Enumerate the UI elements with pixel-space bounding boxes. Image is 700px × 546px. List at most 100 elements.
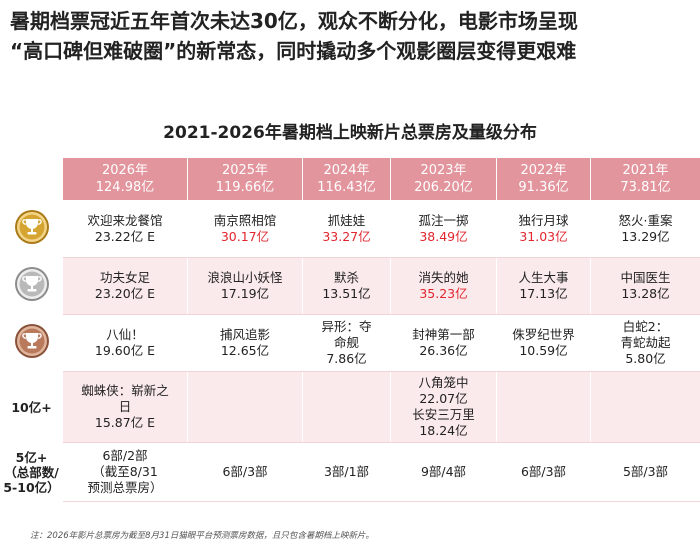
film-cell: 怒火·重案 13.29亿 bbox=[590, 200, 700, 258]
rank-cell bbox=[0, 257, 63, 315]
headline-line-1: 暑期档票冠近五年首次未达30亿，观众不断分化，电影市场呈现 bbox=[10, 9, 578, 33]
film-title: 白蛇2： bbox=[622, 319, 669, 334]
tier-label: 5亿+ （总部数/5-10亿） bbox=[0, 442, 63, 502]
film-title: 侏罗纪世界 bbox=[512, 327, 575, 342]
film-box-office: 7.86亿 bbox=[326, 351, 367, 366]
tier-5-row: 5亿+ （总部数/5-10亿） 6部/2部 （截至8/31 预测总票房） 6部/3部 3部/… bbox=[0, 442, 700, 502]
year-header: 2025年 119.66亿 bbox=[187, 157, 303, 201]
film-title: 消失的她 bbox=[418, 270, 469, 285]
year-header: 2021年 73.81亿 bbox=[590, 157, 700, 201]
film-box-office: 23.20亿 E bbox=[94, 286, 156, 301]
year-label: 2022年 bbox=[520, 163, 567, 178]
year-total: 119.66亿 bbox=[215, 180, 275, 195]
film-title: 青蛇劫起 bbox=[620, 335, 671, 350]
film-title: 抓娃娃 bbox=[327, 213, 366, 228]
film-cell: 中国医生 13.28亿 bbox=[590, 257, 700, 315]
year-header: 2022年 91.36亿 bbox=[496, 157, 591, 201]
tier-cell-line: 5部/3部 bbox=[622, 464, 669, 479]
tier-cell-line: 八角笼中 bbox=[418, 375, 469, 390]
film-title: 异形：夺 bbox=[321, 319, 372, 334]
film-title: 捕风追影 bbox=[219, 327, 270, 342]
tier-label-line: 5亿+ bbox=[15, 449, 48, 465]
film-cell: 人生大事 17.13亿 bbox=[496, 257, 591, 315]
tier-cell bbox=[590, 371, 700, 443]
tier-cell: 6部/3部 bbox=[187, 442, 303, 502]
film-cell: 功夫女足 23.20亿 E bbox=[62, 257, 188, 315]
film-cell: 默杀 13.51亿 bbox=[302, 257, 391, 315]
rank-row-3: 八仙！ 19.60亿 E 捕风追影 12.65亿 异形：夺 命舰 7.86亿 封神第一部 26.… bbox=[0, 314, 700, 372]
tier-cell: 蜘蛛侠：崭新之日 15.87亿 E bbox=[62, 371, 188, 443]
film-cell: 孤注一掷 38.49亿 bbox=[390, 200, 497, 258]
year-label: 2026年 bbox=[101, 163, 149, 178]
film-title: 欢迎来龙餐馆 bbox=[87, 213, 163, 228]
film-cell: 欢迎来龙餐馆 23.22亿 E bbox=[62, 200, 188, 258]
footnote: 注：2026年影片总票房为截至8月31日猫眼平台预测票房数据，且只包含暑期档上映… bbox=[30, 531, 374, 541]
tier-cell: 6部/2部 （截至8/31 预测总票房） bbox=[62, 442, 188, 502]
tier-10-row: 10亿+ 蜘蛛侠：崭新之日 15.87亿 E 八角笼中 22.07亿 长安三万里 18.24… bbox=[0, 371, 700, 443]
film-box-office: 19.60亿 E bbox=[94, 343, 156, 358]
tier-cell-line: 15.87亿 E bbox=[94, 415, 156, 430]
film-title: 独行月球 bbox=[518, 213, 569, 228]
tier-cell: 6部/3部 bbox=[496, 442, 591, 502]
film-title: 怒火·重案 bbox=[618, 213, 673, 228]
film-cell: 白蛇2： 青蛇劫起 5.80亿 bbox=[590, 314, 700, 372]
rank-row-2: 功夫女足 23.20亿 E 浪浪山小妖怪 17.19亿 默杀 13.51亿 消失的她 35.2… bbox=[0, 257, 700, 315]
film-title: 中国医生 bbox=[620, 270, 671, 285]
tier-cell-line: 预测总票房） bbox=[87, 480, 163, 495]
tier-cell bbox=[496, 371, 591, 443]
year-header: 2023年 206.20亿 bbox=[390, 157, 497, 201]
tier-cell-line: 长安三万里 bbox=[412, 407, 475, 422]
year-label: 2021年 bbox=[622, 163, 669, 178]
tier-cell-line: 日 bbox=[118, 399, 132, 414]
film-box-office: 13.29亿 bbox=[621, 229, 670, 244]
header-row: 2026年 124.98亿 2025年 119.66亿 2024年 116.43亿 2023… bbox=[0, 157, 700, 201]
film-box-office: 23.22亿 E bbox=[94, 229, 156, 244]
film-cell: 独行月球 31.03亿 bbox=[496, 200, 591, 258]
corner-cell bbox=[0, 157, 63, 201]
film-box-office: 35.23亿 bbox=[419, 286, 468, 301]
film-box-office: 31.03亿 bbox=[519, 229, 568, 244]
film-box-office: 17.19亿 bbox=[220, 286, 270, 301]
silver-trophy-medal-icon bbox=[14, 266, 50, 302]
film-title: 孤注一掷 bbox=[418, 213, 469, 228]
year-label: 2024年 bbox=[323, 163, 370, 178]
box-office-table: 2026年 124.98亿 2025年 119.66亿 2024年 116.43亿 2023… bbox=[0, 157, 700, 502]
film-cell: 八仙！ 19.60亿 E bbox=[62, 314, 188, 372]
tier-cell: 5部/3部 bbox=[590, 442, 700, 502]
year-total: 73.81亿 bbox=[620, 180, 671, 195]
film-cell: 抓娃娃 33.27亿 bbox=[302, 200, 391, 258]
film-box-office: 33.27亿 bbox=[322, 229, 371, 244]
tier-cell-line: 6部/3部 bbox=[520, 464, 567, 479]
gold-trophy-medal-icon bbox=[14, 209, 50, 245]
bronze-trophy-medal-icon bbox=[14, 323, 50, 359]
film-box-office: 17.13亿 bbox=[519, 286, 568, 301]
tier-cell: 八角笼中 22.07亿 长安三万里 18.24亿 bbox=[390, 371, 497, 443]
year-label: 2023年 bbox=[420, 163, 467, 178]
film-title: 人生大事 bbox=[518, 270, 569, 285]
tier-label-line: 10亿+ bbox=[11, 399, 52, 415]
tier-label-line: （总部数/ bbox=[4, 464, 59, 480]
film-box-office: 10.59亿 bbox=[519, 343, 568, 358]
rank-cell bbox=[0, 200, 63, 258]
year-total: 91.36亿 bbox=[518, 180, 569, 195]
film-cell: 捕风追影 12.65亿 bbox=[187, 314, 303, 372]
tier-cell-line: 9部/4部 bbox=[420, 464, 467, 479]
film-box-office: 38.49亿 bbox=[419, 229, 468, 244]
year-total: 116.43亿 bbox=[317, 180, 376, 195]
film-box-office: 26.36亿 bbox=[419, 343, 468, 358]
film-cell: 南京照相馆 30.17亿 bbox=[187, 200, 303, 258]
film-cell: 侏罗纪世界 10.59亿 bbox=[496, 314, 591, 372]
film-title: 默杀 bbox=[333, 270, 359, 285]
film-title: 封神第一部 bbox=[412, 327, 475, 342]
film-box-office: 12.65亿 bbox=[220, 343, 270, 358]
film-box-office: 13.51亿 bbox=[322, 286, 371, 301]
year-total: 206.20亿 bbox=[414, 180, 473, 195]
year-total: 124.98亿 bbox=[95, 180, 155, 195]
tier-cell: 3部/1部 bbox=[302, 442, 391, 502]
tier-cell-line: （截至8/31 bbox=[92, 464, 158, 479]
film-cell: 封神第一部 26.36亿 bbox=[390, 314, 497, 372]
rank-cell bbox=[0, 314, 63, 372]
film-cell: 消失的她 35.23亿 bbox=[390, 257, 497, 315]
film-title: 南京照相馆 bbox=[213, 213, 277, 228]
year-label: 2025年 bbox=[221, 163, 269, 178]
